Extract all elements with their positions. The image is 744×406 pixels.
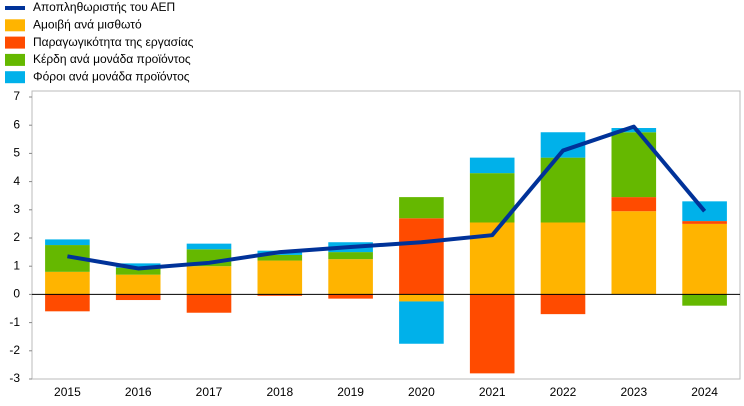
bar-segment [257,294,303,296]
bar-segment [115,263,161,268]
bar-segment [399,301,444,344]
plot-frame [31,90,741,380]
bar-segment [328,259,373,295]
legend-swatch [5,19,25,32]
bar-segment [469,157,515,174]
x-tick-label: 2023 [620,385,647,399]
bar-segment [611,211,657,295]
bar-segment [682,294,727,306]
bar-segment [469,173,515,223]
bar-segment [540,222,586,295]
legend-label: Παραγωγικότητα της εργασίας [33,35,194,49]
bar-segment [45,294,90,312]
bar-segment [682,223,727,295]
y-tick-label: 4 [13,174,20,188]
bar-segment [115,267,161,275]
bar-segment [115,294,161,301]
bar-segment [399,197,444,219]
x-tick-label: 2024 [691,385,718,399]
y-tick-label: 6 [13,117,20,131]
bar-segment [257,254,303,261]
legend-label: Κέρδη ανά μονάδα προϊόντος [33,52,191,66]
y-tick-label: -2 [9,343,20,357]
legend-label: Αμοιβή ανά μισθωτό [33,17,142,31]
x-tick-label: 2015 [54,385,81,399]
y-tick-label: 5 [13,146,20,160]
bar-segment [115,274,161,295]
bar-segment [186,294,232,313]
x-tick-label: 2020 [408,385,435,399]
bar-segment [328,294,373,299]
bar-segment [540,294,586,315]
x-tick-label: 2018 [266,385,293,399]
y-tick-label: 0 [13,287,20,301]
legend-swatch [5,53,25,66]
legend-swatch [5,71,25,84]
legend-label: Αποπληθωριστής του ΑΕΠ [33,0,175,14]
bar-segment [399,294,444,302]
bar-segment [45,271,90,295]
x-tick-label: 2016 [125,385,152,399]
x-tick-label: 2017 [196,385,223,399]
legend-label: Φόροι ανά μονάδα προϊόντος [33,69,190,83]
bar-segment [257,260,303,295]
y-tick-label: 1 [13,258,20,272]
y-tick-label: 2 [13,230,20,244]
y-tick-label: -1 [9,315,20,329]
y-tick-label: -3 [9,371,20,385]
bar-segment [186,243,232,250]
bar-segment [399,218,444,295]
bar-segment [682,221,727,224]
line-series [67,124,707,271]
legend-swatch [5,36,25,49]
bar-segment [469,294,515,374]
bar-segment [45,239,90,246]
bar-segment [611,197,657,212]
bar-segment [186,266,232,295]
x-tick-label: 2019 [337,385,364,399]
y-tick-label: 7 [13,89,20,103]
x-tick-label: 2022 [550,385,577,399]
y-tick-label: 3 [13,202,20,216]
bar-segment [611,132,657,198]
bar-segment [611,128,657,133]
bar-segment [328,252,373,260]
x-tick-label: 2021 [479,385,506,399]
